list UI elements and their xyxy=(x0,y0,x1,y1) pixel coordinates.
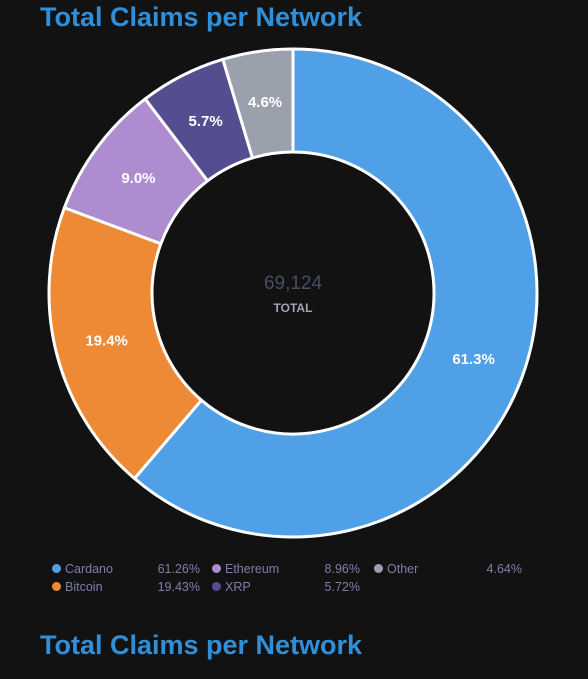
slice-label-xrp: 5.7% xyxy=(189,113,223,130)
slice-label-bitcoin: 19.4% xyxy=(85,333,128,350)
slice-other[interactable] xyxy=(221,47,295,160)
legend-item-bitcoin[interactable]: Bitcoin xyxy=(52,578,103,596)
legend-label: XRP xyxy=(225,580,251,594)
next-section-title: Total Claims per Network xyxy=(40,630,363,660)
legend-label: Cardano xyxy=(65,562,113,576)
slice-label-ethereum: 9.0% xyxy=(121,170,155,187)
legend-label: Other xyxy=(387,562,419,576)
donut-chart: 61.3% 19.4% 9.0% 5.7% 4.6% 69,124 TOTAL xyxy=(47,47,539,539)
legend-label: Ethereum xyxy=(225,562,280,576)
chart-legend: Cardano 61.26% Ethereum 8.96% Other 4.64% Bitc… xyxy=(52,560,532,600)
center-total-value: 69,124 xyxy=(264,273,323,294)
legend-item-ethereum[interactable]: Ethereum xyxy=(212,560,279,578)
legend-item-other[interactable]: Other xyxy=(374,560,418,578)
legend-value-xrp: 5.72% xyxy=(324,580,360,594)
legend-swatch xyxy=(52,582,61,592)
legend-value-ethereum: 8.96% xyxy=(324,562,360,576)
slice-label-other: 4.6% xyxy=(248,94,282,111)
legend-swatch xyxy=(374,564,383,574)
legend-swatch xyxy=(52,564,61,574)
slice-bitcoin[interactable] xyxy=(47,206,203,480)
center-total-label: TOTAL xyxy=(274,301,313,315)
legend-value-other: 4.64% xyxy=(486,562,522,576)
legend-label: Bitcoin xyxy=(65,580,103,594)
legend-item-cardano[interactable]: Cardano xyxy=(52,560,113,578)
slice-cardano[interactable] xyxy=(132,47,539,539)
legend-swatch xyxy=(212,564,221,574)
legend-item-xrp[interactable]: XRP xyxy=(212,578,251,596)
chart-title: Total Claims per Network xyxy=(40,2,363,32)
slice-label-cardano: 61.3% xyxy=(452,351,495,368)
legend-value-bitcoin: 19.43% xyxy=(157,580,200,594)
legend-swatch xyxy=(212,582,221,592)
legend-value-cardano: 61.26% xyxy=(157,562,200,576)
